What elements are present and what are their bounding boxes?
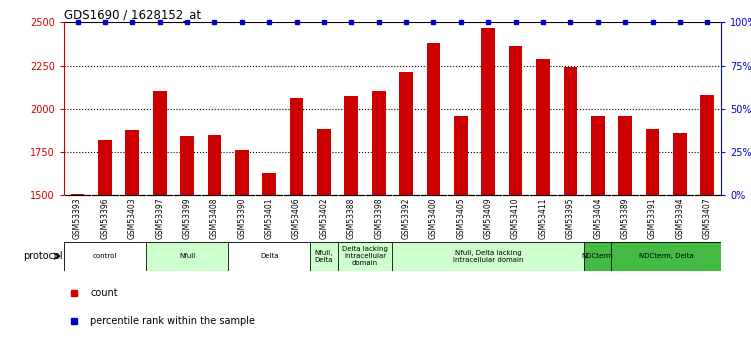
Text: NDCterm, Delta: NDCterm, Delta [639,253,694,259]
Text: count: count [90,288,118,298]
Text: GSM53396: GSM53396 [101,197,110,239]
Bar [228,241,310,271]
Text: GSM53399: GSM53399 [182,197,192,239]
Bar [71,194,84,195]
Text: GSM53391: GSM53391 [648,197,657,239]
Text: GSM53394: GSM53394 [675,197,684,239]
Text: Nfull,
Delta: Nfull, Delta [315,250,333,263]
Bar [345,96,358,195]
Bar [64,241,146,271]
Text: GSM53405: GSM53405 [457,197,466,239]
Text: GSM53400: GSM53400 [429,197,438,239]
Bar [618,116,632,195]
Bar [152,91,167,195]
Bar [454,116,468,195]
Text: NDCterm: NDCterm [582,253,614,259]
Text: GSM53411: GSM53411 [538,197,547,239]
Text: GSM53398: GSM53398 [374,197,383,239]
Text: GSM53403: GSM53403 [128,197,137,239]
Text: GSM53406: GSM53406 [292,197,301,239]
Text: GSM53389: GSM53389 [620,197,629,239]
Bar [646,129,659,195]
Text: GSM53408: GSM53408 [210,197,219,239]
Text: Delta: Delta [260,253,279,259]
Text: GSM53392: GSM53392 [402,197,411,239]
Text: Nfull, Delta lacking
intracellular domain: Nfull, Delta lacking intracellular domai… [453,250,523,263]
Bar [235,150,249,195]
Text: GSM53393: GSM53393 [73,197,82,239]
Bar [180,136,194,195]
Bar [563,67,578,195]
Text: GDS1690 / 1628152_at: GDS1690 / 1628152_at [64,8,201,21]
Bar [392,241,584,271]
Bar [611,241,721,271]
Bar [673,133,686,195]
Bar [310,241,338,271]
Text: Delta lacking
intracellular
domain: Delta lacking intracellular domain [342,246,388,266]
Bar [481,28,495,195]
Bar [400,71,413,195]
Bar [338,241,392,271]
Bar [372,90,385,195]
Bar [701,95,714,195]
Text: Nfull: Nfull [179,253,195,259]
Text: percentile rank within the sample: percentile rank within the sample [90,316,255,326]
Bar [317,129,330,195]
Text: GSM53407: GSM53407 [703,197,712,239]
Bar [290,98,303,195]
Text: GSM53397: GSM53397 [155,197,164,239]
Bar [262,173,276,195]
Text: GSM53395: GSM53395 [566,197,575,239]
Text: GSM53409: GSM53409 [484,197,493,239]
Text: GSM53401: GSM53401 [264,197,273,239]
Text: GSM53410: GSM53410 [511,197,520,239]
Bar [584,241,611,271]
Text: GSM53388: GSM53388 [347,197,356,239]
Text: GSM53404: GSM53404 [593,197,602,239]
Text: control: control [92,253,117,259]
Bar [536,59,550,195]
Bar [508,46,523,195]
Bar [427,43,440,195]
Bar [146,241,228,271]
Bar [207,135,222,195]
Bar [98,140,112,195]
Bar [591,116,605,195]
Text: GSM53402: GSM53402 [319,197,328,239]
Bar [125,130,139,195]
Text: GSM53390: GSM53390 [237,197,246,239]
Text: protocol: protocol [23,251,62,261]
